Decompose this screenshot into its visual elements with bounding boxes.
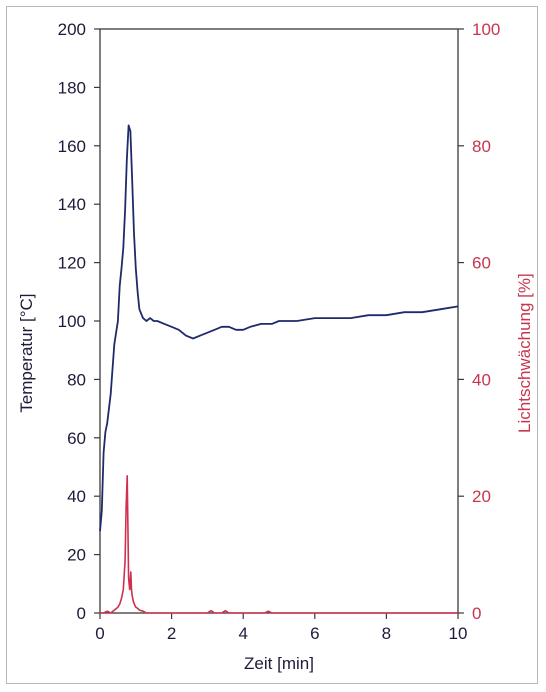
right-tick-label: 100 [472, 20, 500, 39]
right-tick-label: 40 [472, 370, 491, 389]
left-tick-label: 20 [67, 546, 86, 565]
left-tick-label: 120 [58, 254, 86, 273]
right-tick-label: 20 [472, 487, 491, 506]
left-tick-label: 160 [58, 137, 86, 156]
left-tick-label: 100 [58, 312, 86, 331]
series-layer [99, 124, 459, 614]
left-tick-label: 40 [67, 487, 86, 506]
left-tick-label: 60 [67, 429, 86, 448]
left-y-axis: 0 20 40 60 80 100 120 140 160 180 200 [58, 20, 100, 623]
y-axis-label: Temperatur [°C] [17, 294, 36, 413]
x-tick-label: 0 [95, 624, 104, 643]
right-y-axis: 0 20 40 60 80 100 [458, 20, 500, 623]
right-tick-label: 0 [472, 604, 481, 623]
right-tick-label: 80 [472, 137, 491, 156]
left-tick-label: 180 [58, 78, 86, 97]
x-tick-label: 6 [310, 624, 319, 643]
left-tick-label: 200 [58, 20, 86, 39]
y2-axis-label: Lichtschwächung [%] [515, 273, 534, 433]
x-tick-label: 10 [449, 624, 468, 643]
x-axis: 0 2 4 6 8 10 [95, 613, 467, 643]
series-line-temperature [99, 124, 459, 532]
left-tick-label: 80 [67, 370, 86, 389]
left-tick-label: 140 [58, 195, 86, 214]
x-axis-label: Zeit [min] [244, 654, 314, 673]
left-tick-label: 0 [77, 604, 86, 623]
x-tick-label: 8 [382, 624, 391, 643]
right-tick-label: 60 [472, 254, 491, 273]
x-tick-label: 4 [238, 624, 247, 643]
chart-frame [6, 6, 538, 684]
x-tick-label: 2 [167, 624, 176, 643]
series-line-light-attenuation [100, 475, 458, 614]
